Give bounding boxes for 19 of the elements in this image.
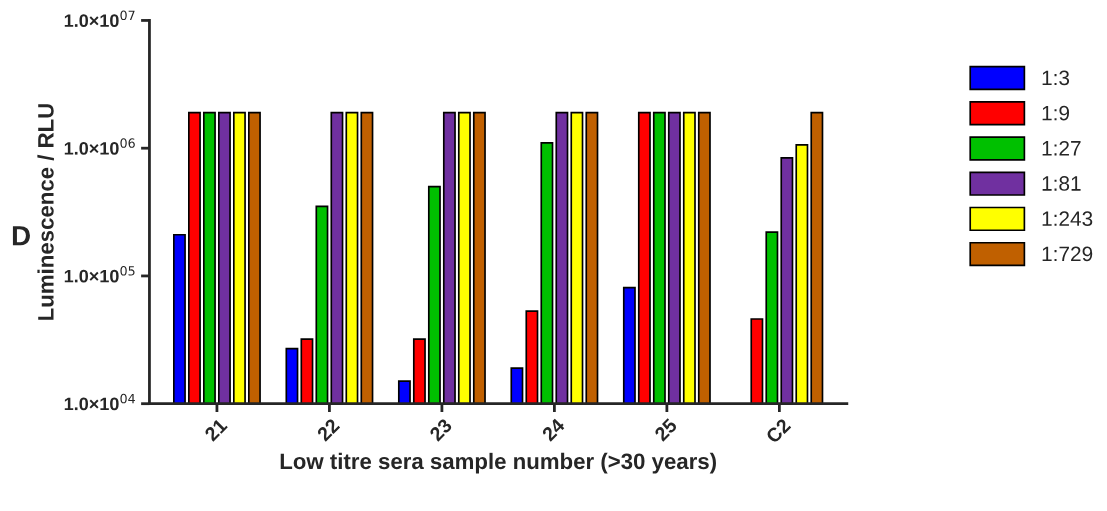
x-tick-label: C2	[765, 417, 792, 444]
y-tick-label: 1.0×10$^{06}$	[64, 138, 135, 155]
legend-label: 1:3	[1042, 70, 1070, 86]
y-tick-label: 1.0×10$^{04}$	[64, 393, 135, 411]
x-tick-label: 25	[653, 417, 678, 442]
y-tick-label: 1.0×10$^{05}$	[64, 266, 135, 283]
legend-label: 1:81	[1042, 176, 1081, 191]
x-tick-label: 21	[203, 417, 228, 442]
legend-label: 1:243	[1042, 211, 1093, 227]
legend-label: 1:729	[1042, 246, 1093, 262]
legend-label: 1:9	[1042, 105, 1070, 121]
x-axis-title: Low titre sera sample number (>30 years)	[280, 452, 716, 474]
x-tick-label: 22	[316, 417, 341, 442]
y-tick-label: 1.0×10$^{07}$	[64, 10, 135, 28]
legend-label: 1:27	[1042, 140, 1081, 156]
x-tick-label: 23	[428, 417, 453, 442]
x-tick-label: 24	[541, 417, 566, 442]
y-axis-title: Luminescence / RLU	[37, 104, 54, 320]
text: D	[12, 226, 30, 246]
